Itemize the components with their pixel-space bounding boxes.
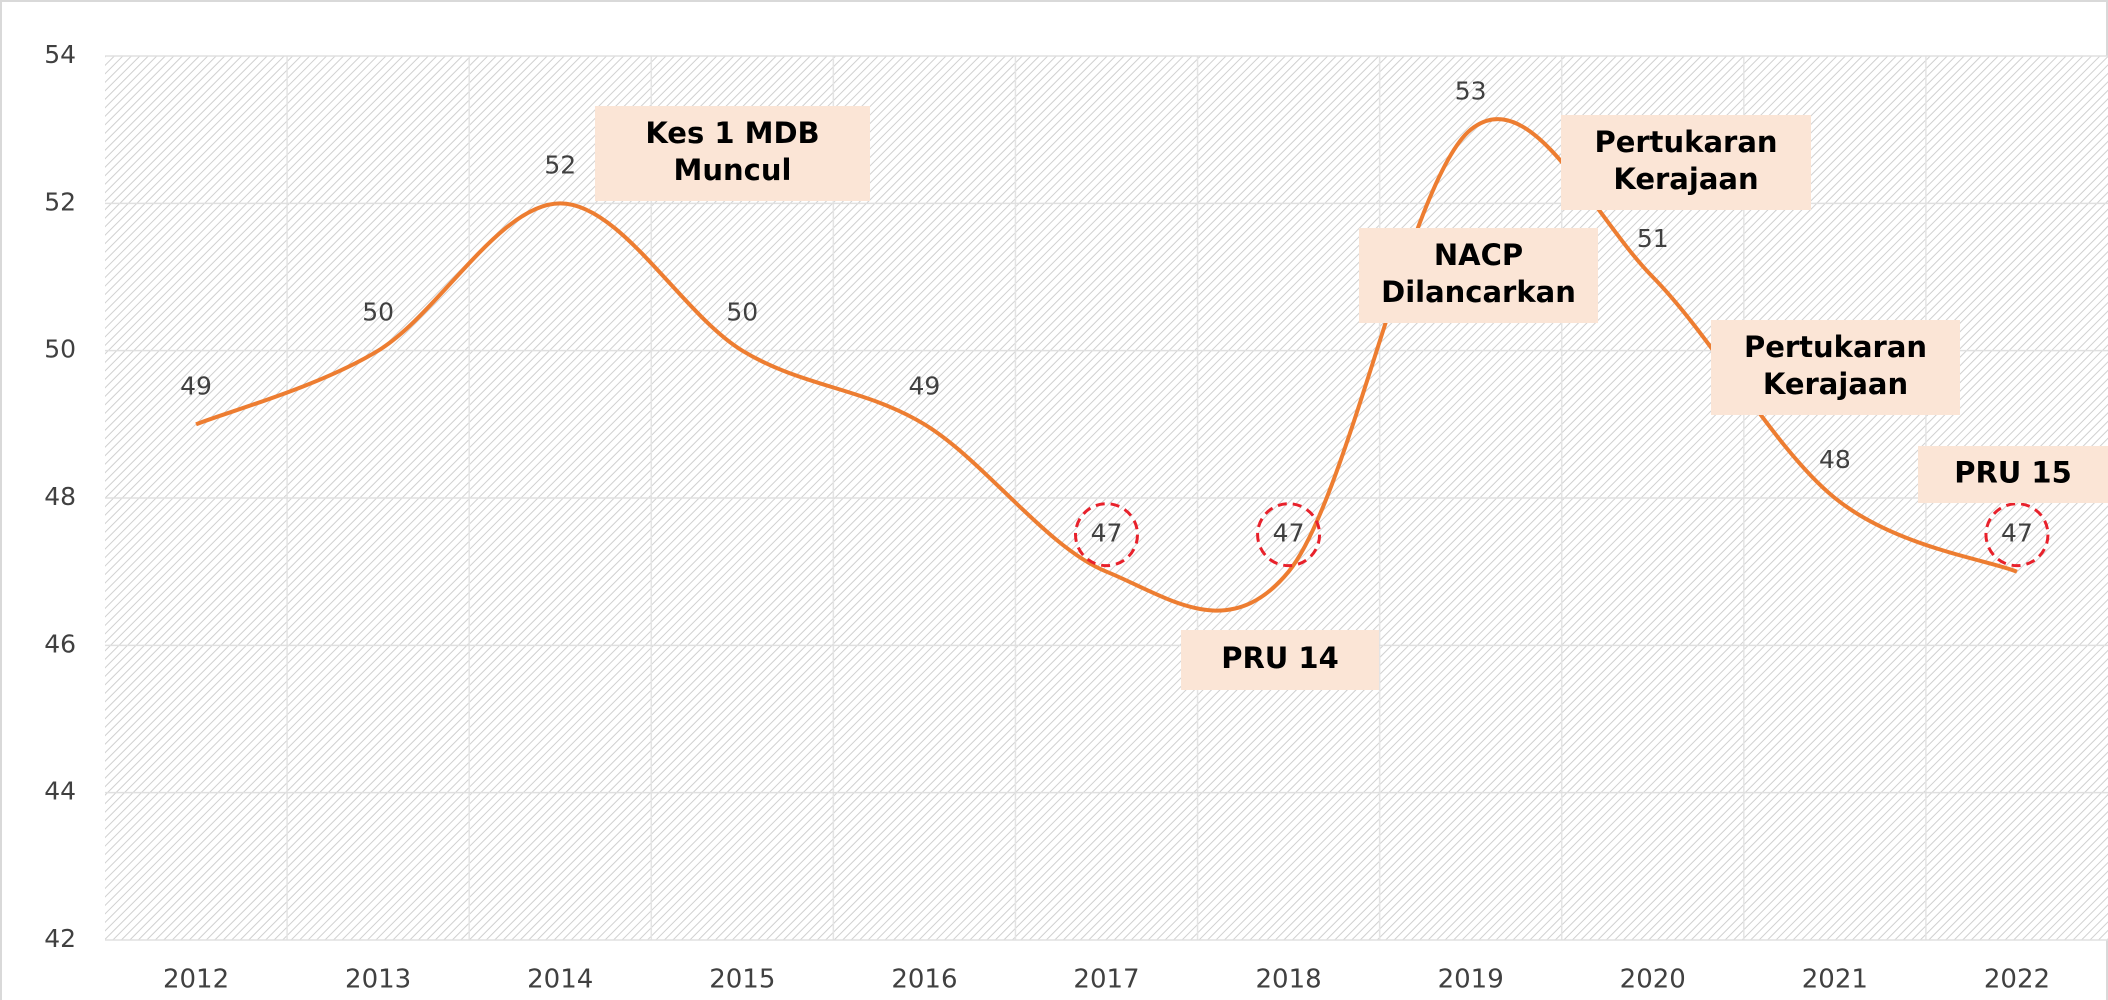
highlight-circle xyxy=(1256,502,1322,568)
y-tick-label: 42 xyxy=(44,924,76,953)
series-line xyxy=(195,117,2018,613)
x-tick-label: 2017 xyxy=(1073,965,1139,995)
x-tick-label: 2020 xyxy=(1620,965,1686,995)
annotation-box xyxy=(1561,115,1811,210)
data-label: 47 xyxy=(1273,519,1305,548)
data-label: 49 xyxy=(909,371,941,400)
data-label: 52 xyxy=(544,150,576,179)
x-tick-label: 2022 xyxy=(1984,965,2050,995)
y-tick-label: 54 xyxy=(44,40,76,69)
x-tick-label: 2013 xyxy=(345,965,411,995)
y-tick-label: 46 xyxy=(44,629,76,658)
data-label: 49 xyxy=(180,371,212,400)
annotation-box xyxy=(595,106,870,201)
y-tick-label: 48 xyxy=(44,482,76,511)
annotation-text: Kes 1 MDB xyxy=(645,116,819,150)
x-tick-label: 2021 xyxy=(1802,965,1868,995)
annotation: PRU 15 xyxy=(1918,446,2108,503)
x-tick-label: 2018 xyxy=(1256,965,1322,995)
x-tick-label: 2015 xyxy=(709,965,775,995)
annotation-text: PRU 15 xyxy=(1954,456,2072,490)
annotation: PRU 14 xyxy=(1181,630,1379,690)
annotation-box xyxy=(1181,630,1379,690)
x-tick-label: 2016 xyxy=(891,965,957,995)
y-tick-label: 52 xyxy=(44,187,76,216)
annotation-box xyxy=(1918,446,2108,503)
annotation-text: Pertukaran xyxy=(1744,330,1927,364)
highlight-circle xyxy=(1984,502,2050,568)
annotation-text: NACP xyxy=(1434,238,1523,272)
annotation-box xyxy=(1359,228,1598,323)
highlight-circle xyxy=(1074,502,1139,568)
data-label: 50 xyxy=(362,298,394,327)
data-label: 47 xyxy=(1091,519,1123,548)
annotation-text: PRU 14 xyxy=(1221,641,1339,675)
x-tick-label: 2014 xyxy=(527,965,593,995)
data-label: 48 xyxy=(1819,445,1851,474)
data-label: 47 xyxy=(2001,519,2033,548)
x-tick-label: 2019 xyxy=(1438,965,1504,995)
data-label: 51 xyxy=(1637,224,1669,253)
annotation-text: Dilancarkan xyxy=(1381,275,1576,309)
data-label: 50 xyxy=(726,298,758,327)
annotation-text: Pertukaran xyxy=(1594,125,1777,159)
x-tick-label: 2012 xyxy=(163,965,229,995)
annotation-box xyxy=(1711,320,1960,415)
annotation-text: Kerajaan xyxy=(1613,162,1758,196)
annotation-text: Muncul xyxy=(674,153,792,187)
annotation-text: Kerajaan xyxy=(1763,367,1908,401)
y-tick-label: 50 xyxy=(44,335,76,364)
y-tick-label: 44 xyxy=(44,777,76,806)
data-label: 53 xyxy=(1455,77,1487,106)
